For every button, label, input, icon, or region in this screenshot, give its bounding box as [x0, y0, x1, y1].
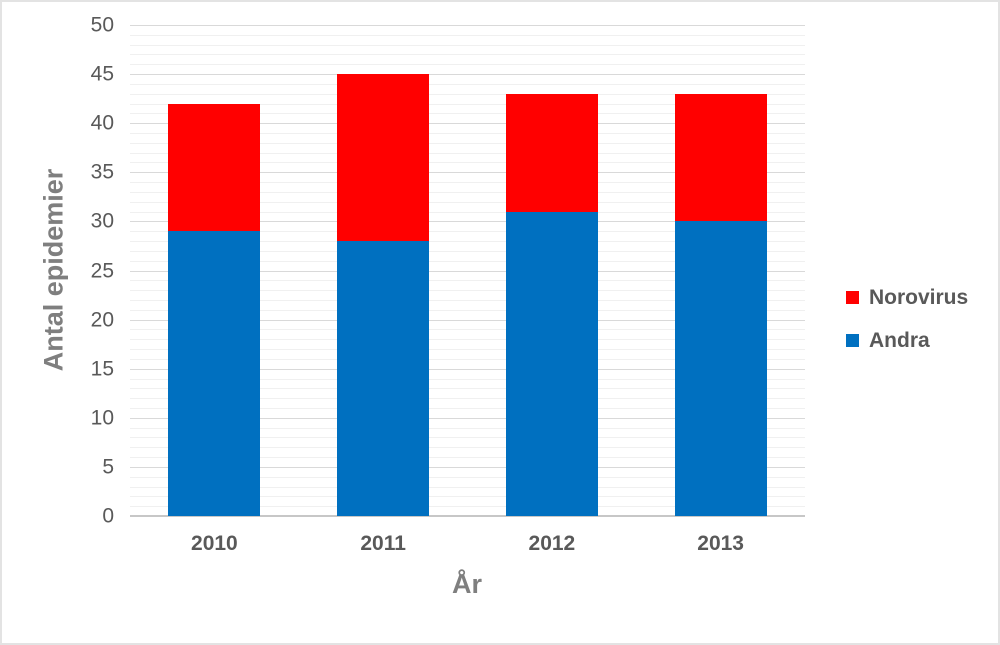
legend-marker-icon	[846, 290, 859, 304]
minor-gridline	[130, 437, 805, 439]
minor-gridline	[130, 191, 805, 193]
minor-gridline	[130, 182, 805, 184]
bar-segment-norovirus-2010	[168, 103, 261, 232]
bar-segment-norovirus-2013	[674, 93, 767, 222]
bar-segment-andra-2011	[337, 241, 430, 516]
bar-segment-norovirus-2011	[337, 74, 430, 242]
x-tick-label-2013: 2013	[697, 532, 744, 555]
minor-gridline	[130, 349, 805, 351]
minor-gridline	[130, 142, 805, 144]
legend-item-norovirus: Norovirus	[846, 285, 968, 309]
bar-segment-andra-2012	[505, 211, 598, 516]
plot-area	[130, 25, 805, 517]
y-tick-label-50: 50	[90, 13, 114, 37]
minor-gridline	[130, 299, 805, 301]
y-tick-label-5: 5	[102, 455, 114, 479]
legend-label: Andra	[869, 328, 930, 352]
bar-segment-norovirus-2012	[505, 93, 598, 212]
bar-segment-andra-2013	[674, 221, 767, 516]
minor-gridline	[130, 231, 805, 233]
minor-gridline	[130, 83, 805, 85]
minor-gridline	[130, 506, 805, 508]
minor-gridline	[130, 358, 805, 360]
x-axis-title: År	[451, 569, 483, 599]
minor-gridline	[130, 152, 805, 154]
minor-gridline	[130, 486, 805, 488]
major-gridline	[130, 74, 805, 76]
minor-gridline	[130, 457, 805, 459]
y-tick-label-0: 0	[102, 504, 114, 528]
legend-label: Norovirus	[869, 285, 969, 309]
minor-gridline	[130, 201, 805, 203]
minor-gridline	[130, 329, 805, 331]
legend-marker-icon	[846, 333, 859, 347]
minor-gridline	[130, 388, 805, 390]
major-gridline	[130, 368, 805, 370]
minor-gridline	[130, 211, 805, 213]
major-gridline	[130, 417, 805, 419]
minor-gridline	[130, 103, 805, 105]
y-tick-label-40: 40	[90, 111, 114, 135]
minor-gridline	[130, 427, 805, 429]
minor-gridline	[130, 398, 805, 400]
minor-gridline	[130, 113, 805, 115]
minor-gridline	[130, 496, 805, 498]
minor-gridline	[130, 64, 805, 66]
major-gridline	[130, 466, 805, 468]
x-axis-baseline	[130, 515, 805, 517]
x-tick-label-2012: 2012	[528, 532, 576, 555]
legend-item-andra: Andra	[846, 328, 968, 352]
y-tick-label-15: 15	[90, 357, 114, 381]
major-gridline	[130, 221, 805, 223]
minor-gridline	[130, 280, 805, 282]
major-gridline	[130, 270, 805, 272]
minor-gridline	[130, 309, 805, 311]
minor-gridline	[130, 378, 805, 380]
minor-gridline	[130, 260, 805, 262]
y-tick-label-20: 20	[90, 308, 114, 332]
major-gridline	[130, 123, 805, 125]
legend: Norovirus Andra	[846, 285, 968, 352]
minor-gridline	[130, 447, 805, 449]
minor-gridline	[130, 44, 805, 46]
minor-gridline	[130, 241, 805, 243]
minor-gridline	[130, 162, 805, 164]
minor-gridline	[130, 290, 805, 292]
bar-segment-andra-2010	[168, 231, 261, 516]
minor-gridline	[130, 93, 805, 95]
x-tick-label-2010: 2010	[191, 532, 238, 555]
major-gridline	[130, 172, 805, 174]
minor-gridline	[130, 133, 805, 135]
y-tick-label-10: 10	[90, 406, 114, 430]
y-tick-label-45: 45	[90, 62, 114, 86]
major-gridline	[130, 319, 805, 321]
minor-gridline	[130, 250, 805, 252]
minor-gridline	[130, 54, 805, 56]
y-tick-label-35: 35	[90, 160, 114, 184]
x-tick-label-2011: 2011	[360, 532, 406, 555]
minor-gridline	[130, 34, 805, 36]
y-tick-label-25: 25	[90, 259, 114, 282]
minor-gridline	[130, 476, 805, 478]
minor-gridline	[130, 407, 805, 409]
y-tick-label-30: 30	[90, 209, 114, 233]
minor-gridline	[130, 339, 805, 341]
major-gridline	[130, 25, 805, 26]
